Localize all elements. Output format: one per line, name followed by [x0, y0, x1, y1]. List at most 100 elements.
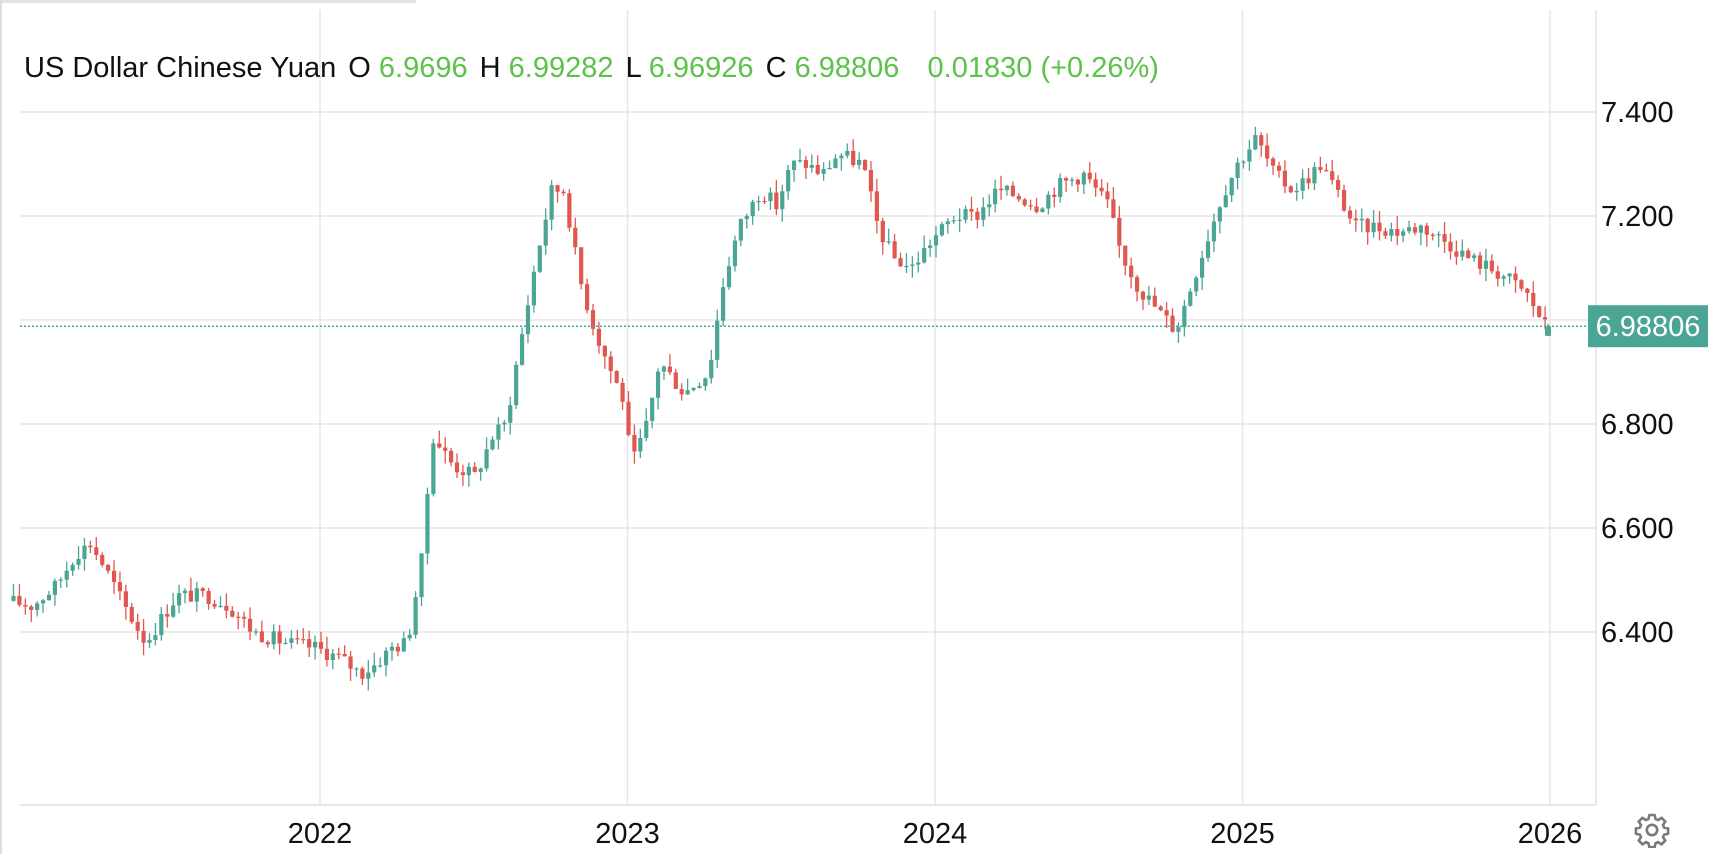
candle-body [939, 224, 945, 236]
candle-body [993, 188, 998, 205]
y-tick-label: 7.200 [1601, 201, 1674, 233]
x-tick-label: 2026 [1518, 818, 1583, 850]
candle-body [484, 449, 489, 469]
candle-body [336, 653, 341, 655]
candle-body [111, 570, 117, 583]
candle-body [372, 665, 377, 673]
candle-body [1501, 276, 1506, 279]
candle-body [466, 466, 471, 476]
candle-body [691, 387, 696, 391]
candle-body [1052, 194, 1057, 197]
candle-body [1270, 158, 1276, 166]
candle-body [1241, 161, 1246, 163]
candle-body [1040, 208, 1045, 212]
candle-body [1069, 179, 1075, 181]
change-value: 0.01830 [927, 52, 1033, 84]
candle-body [951, 220, 956, 222]
candle-body [1099, 187, 1104, 192]
candle-body [1105, 191, 1110, 200]
candle-body [998, 188, 1004, 191]
candle-body [1477, 255, 1483, 269]
candle-body [117, 582, 123, 592]
candle-body [626, 401, 631, 435]
candle-body [171, 605, 176, 617]
candle-body [590, 310, 596, 329]
candle-body [271, 631, 276, 645]
candle-body [1211, 221, 1217, 242]
candle-body [224, 605, 229, 611]
candle-body-last [1545, 326, 1551, 336]
candle-body [472, 466, 477, 472]
candle-body [744, 216, 749, 220]
candle-body [212, 603, 217, 607]
candle-body [780, 191, 785, 210]
candle-body [478, 468, 483, 472]
candle-body [1519, 280, 1524, 289]
candle-body [726, 266, 732, 288]
candle-body [1235, 162, 1240, 179]
candle-body [1424, 225, 1429, 235]
candle-body [1058, 178, 1063, 197]
candle-body [514, 364, 519, 406]
candle-body [1170, 315, 1175, 332]
candle-body [76, 558, 81, 565]
candle-body [64, 570, 69, 580]
candle-body [100, 554, 105, 565]
close-label: C [765, 52, 787, 84]
candle-body [460, 472, 466, 476]
candle-body [969, 208, 974, 212]
candle-body [1483, 260, 1489, 269]
candle-body [679, 388, 684, 395]
candle-body [289, 638, 294, 643]
candle-body [200, 588, 205, 592]
candle-body [277, 631, 282, 644]
candle-body [17, 595, 22, 605]
candle-body [1513, 273, 1518, 281]
candle-body [1347, 210, 1353, 219]
candle-body [1117, 217, 1122, 246]
candle-body [247, 618, 253, 632]
candle-body [230, 610, 235, 617]
candle-body [70, 564, 75, 571]
low-value: 6.96926 [648, 52, 754, 84]
candle-body [46, 594, 52, 601]
candle-body [1229, 178, 1234, 196]
open-value: 6.9696 [378, 52, 468, 84]
instrument-title: US Dollar Chinese Yuan [24, 52, 337, 84]
candle-body [1436, 234, 1441, 236]
candle-body [508, 405, 513, 423]
candle-body [1330, 171, 1335, 181]
candle-body [957, 219, 962, 221]
candle-body [259, 631, 264, 643]
candle-body [141, 630, 146, 643]
candle-body [301, 639, 306, 641]
candle-body [182, 590, 188, 594]
candle-body [756, 200, 761, 203]
candle-body [153, 635, 158, 640]
candle-body [1146, 295, 1151, 300]
candle-body [147, 639, 152, 643]
candle-body [1383, 231, 1388, 236]
candle-body [324, 648, 330, 661]
candle-body [1353, 218, 1358, 221]
candle-body [395, 646, 400, 652]
gear-icon[interactable] [1634, 812, 1670, 849]
candle-body [1022, 199, 1027, 206]
candle-body [242, 616, 247, 619]
candle-body [1176, 327, 1181, 332]
candle-body [1489, 260, 1494, 272]
candle-body [857, 159, 862, 165]
current-price-tag [1588, 305, 1708, 348]
x-tick-label: 2023 [595, 818, 660, 850]
candle-body [933, 235, 939, 246]
candle-body [159, 613, 164, 636]
candle-body [23, 604, 28, 607]
candle-body [1324, 169, 1329, 172]
candle-body [496, 424, 501, 440]
change-percent: (+0.26%) [1040, 52, 1159, 84]
candle-body [655, 371, 661, 398]
candle-body [525, 305, 531, 335]
candle-body [519, 334, 525, 365]
